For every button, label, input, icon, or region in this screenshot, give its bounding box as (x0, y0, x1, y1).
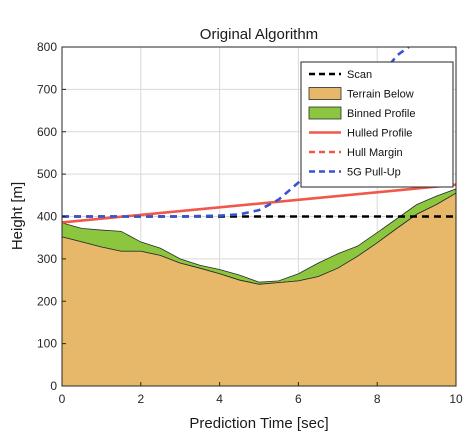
legend-box (300, 61, 454, 188)
legend-label: Binned Profile (347, 108, 416, 120)
legend-swatch (308, 106, 342, 120)
y-tick-label: 0 (50, 379, 57, 393)
x-tick-label: 6 (295, 392, 302, 406)
legend-label: 5G Pull-Up (347, 167, 401, 179)
chart-title: Original Algorithm (200, 26, 318, 43)
legend-entry: 5G Pull-Up (309, 167, 401, 179)
x-tick-label: 2 (137, 392, 144, 406)
y-tick-label: 600 (37, 125, 57, 139)
legend-entry: Terrain Below (308, 87, 414, 101)
y-tick-label: 400 (37, 210, 57, 224)
y-axis-ticks: 0 100 200 300 400 500 600 700 800 (37, 40, 66, 393)
legend-label: Scan (347, 69, 372, 81)
y-tick-label: 200 (37, 294, 57, 308)
legend-label: Terrain Below (347, 89, 414, 101)
x-tick-label: 4 (216, 392, 223, 406)
x-axis-label: Prediction Time [sec] (189, 415, 328, 432)
legend-label: Hulled Profile (347, 128, 412, 140)
y-axis-label: Height [m] (9, 182, 26, 250)
legend-entry: Scan (309, 69, 372, 81)
x-tick-label: 0 (59, 392, 66, 406)
legend-swatch (308, 87, 342, 100)
legend-entry: Hull Margin (309, 147, 403, 159)
legend: Scan Terrain Below Binned Profile Hulled Pr… (300, 61, 454, 188)
x-tick-label: 10 (449, 392, 463, 406)
y-tick-label: 300 (37, 252, 57, 266)
legend-label: Hull Margin (347, 147, 403, 159)
y-tick-label: 100 (37, 337, 57, 351)
y-tick-label: 700 (37, 82, 57, 96)
legend-entry: Binned Profile (308, 106, 416, 120)
terrain-below-area (61, 192, 457, 387)
y-tick-label: 500 (37, 167, 57, 181)
x-axis-ticks: 0 2 4 6 8 10 (59, 382, 463, 406)
x-tick-label: 8 (374, 392, 381, 406)
y-tick-label: 800 (37, 40, 57, 54)
legend-entry: Hulled Profile (309, 128, 412, 140)
